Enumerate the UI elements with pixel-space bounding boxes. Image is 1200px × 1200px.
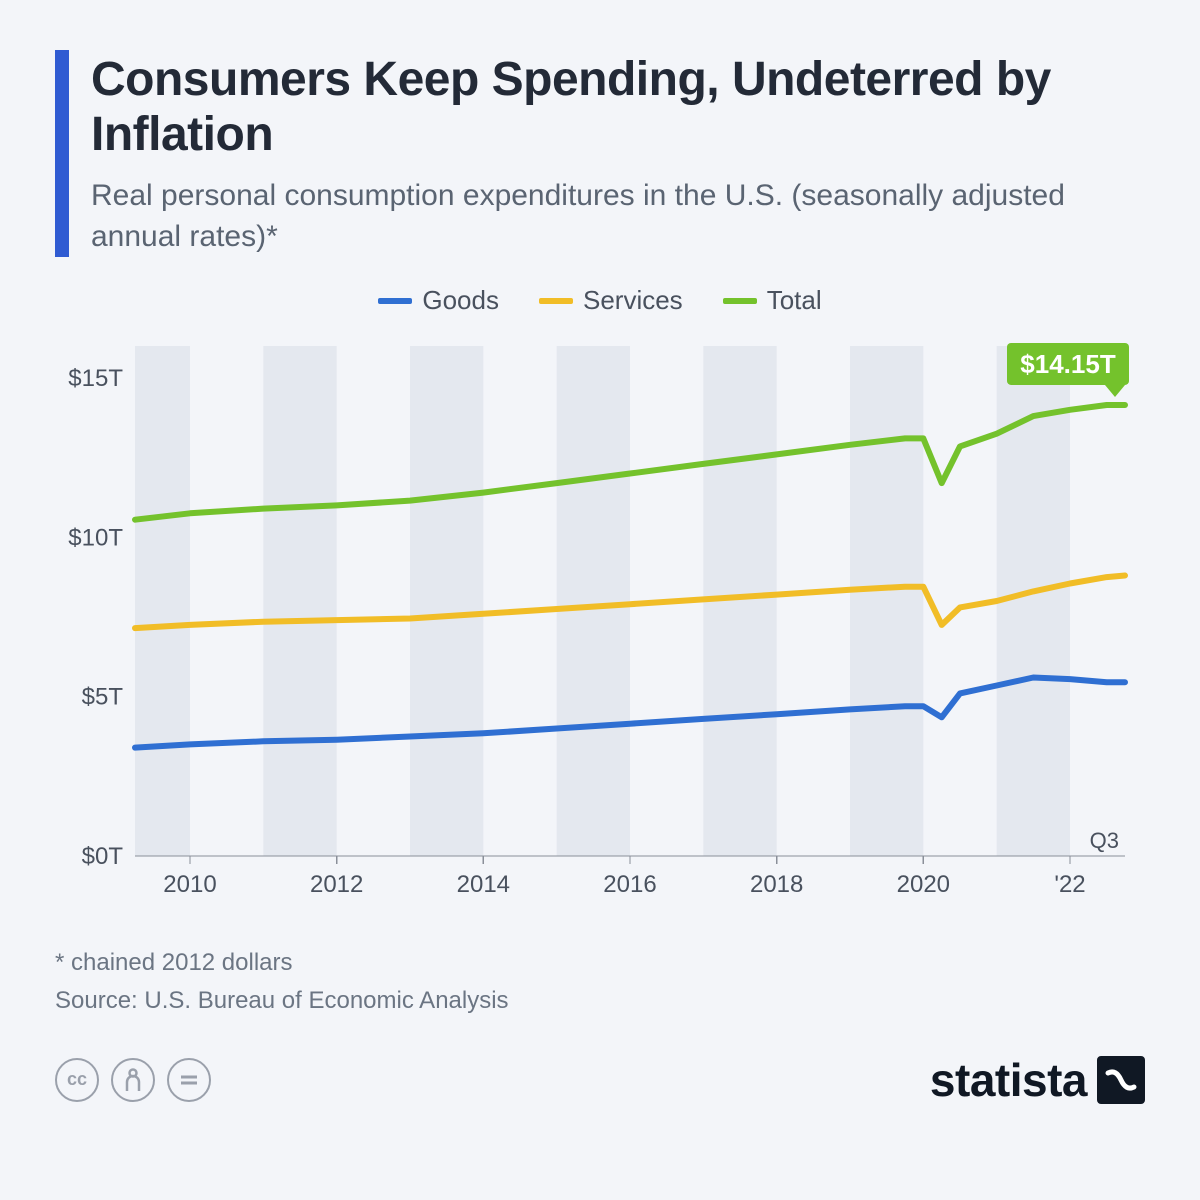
legend-goods: Goods <box>378 285 499 316</box>
legend-total: Total <box>723 285 822 316</box>
legend: Goods Services Total <box>55 285 1145 316</box>
header: Consumers Keep Spending, Undeterred by I… <box>55 50 1145 257</box>
by-icon <box>111 1058 155 1102</box>
x-axis-label: 2016 <box>603 871 656 898</box>
nd-icon <box>167 1058 211 1102</box>
brand-text: statista <box>930 1053 1087 1107</box>
y-axis-label: $0T <box>82 843 124 870</box>
chart-area: $0T $5T $10T $15T 2010 2012 2014 2016 2018 2020 '2… <box>55 326 1145 916</box>
y-axis-label: $15T <box>68 365 123 392</box>
x-axis-label: 2020 <box>897 871 950 898</box>
legend-label-services: Services <box>583 285 683 316</box>
license-icons: cc <box>55 1058 211 1102</box>
x-axis-label: 2018 <box>750 871 803 898</box>
year-band <box>135 346 190 856</box>
statista-mark-icon <box>1097 1056 1145 1104</box>
title-block: Consumers Keep Spending, Undeterred by I… <box>91 50 1145 257</box>
legend-label-goods: Goods <box>422 285 499 316</box>
callout-pointer <box>1105 385 1125 397</box>
y-axis-label: $10T <box>68 525 123 552</box>
x-axis-label: 2010 <box>163 871 216 898</box>
legend-services: Services <box>539 285 683 316</box>
legend-swatch-total <box>723 298 757 304</box>
chart-subtitle: Real personal consumption expenditures i… <box>91 176 1145 257</box>
cc-icon: cc <box>55 1058 99 1102</box>
x-axis-label: 2014 <box>457 871 510 898</box>
legend-swatch-services <box>539 298 573 304</box>
x-axis-label: 2012 <box>310 871 363 898</box>
statista-logo: statista <box>930 1053 1145 1107</box>
footnote-text: * chained 2012 dollars <box>55 944 1145 981</box>
year-band <box>410 346 483 856</box>
x-axis-label: '22 <box>1054 871 1085 898</box>
year-band <box>263 346 336 856</box>
source-text: Source: U.S. Bureau of Economic Analysis <box>55 982 1145 1019</box>
legend-label-total: Total <box>767 285 822 316</box>
line-chart: $0T $5T $10T $15T 2010 2012 2014 2016 2018 2020 '2… <box>55 326 1145 916</box>
callout-value: $14.15T <box>1020 349 1116 379</box>
footer: cc statista <box>55 1053 1145 1107</box>
accent-bar <box>55 50 69 257</box>
year-band <box>850 346 923 856</box>
y-axis-label: $5T <box>82 684 124 711</box>
chart-title: Consumers Keep Spending, Undeterred by I… <box>91 52 1145 162</box>
footnotes: * chained 2012 dollars Source: U.S. Bure… <box>55 944 1145 1018</box>
year-band <box>557 346 630 856</box>
legend-swatch-goods <box>378 298 412 304</box>
q3-label: Q3 <box>1090 828 1119 853</box>
